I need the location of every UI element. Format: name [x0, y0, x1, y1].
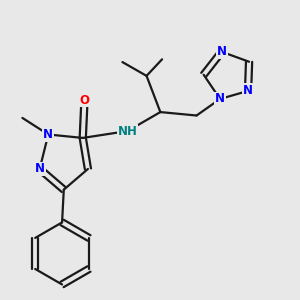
Text: N: N: [43, 128, 53, 141]
Text: N: N: [217, 45, 226, 58]
Text: N: N: [215, 92, 225, 106]
Text: N: N: [243, 84, 253, 98]
Text: N: N: [35, 163, 45, 176]
Text: O: O: [80, 94, 89, 106]
Text: NH: NH: [118, 124, 137, 137]
